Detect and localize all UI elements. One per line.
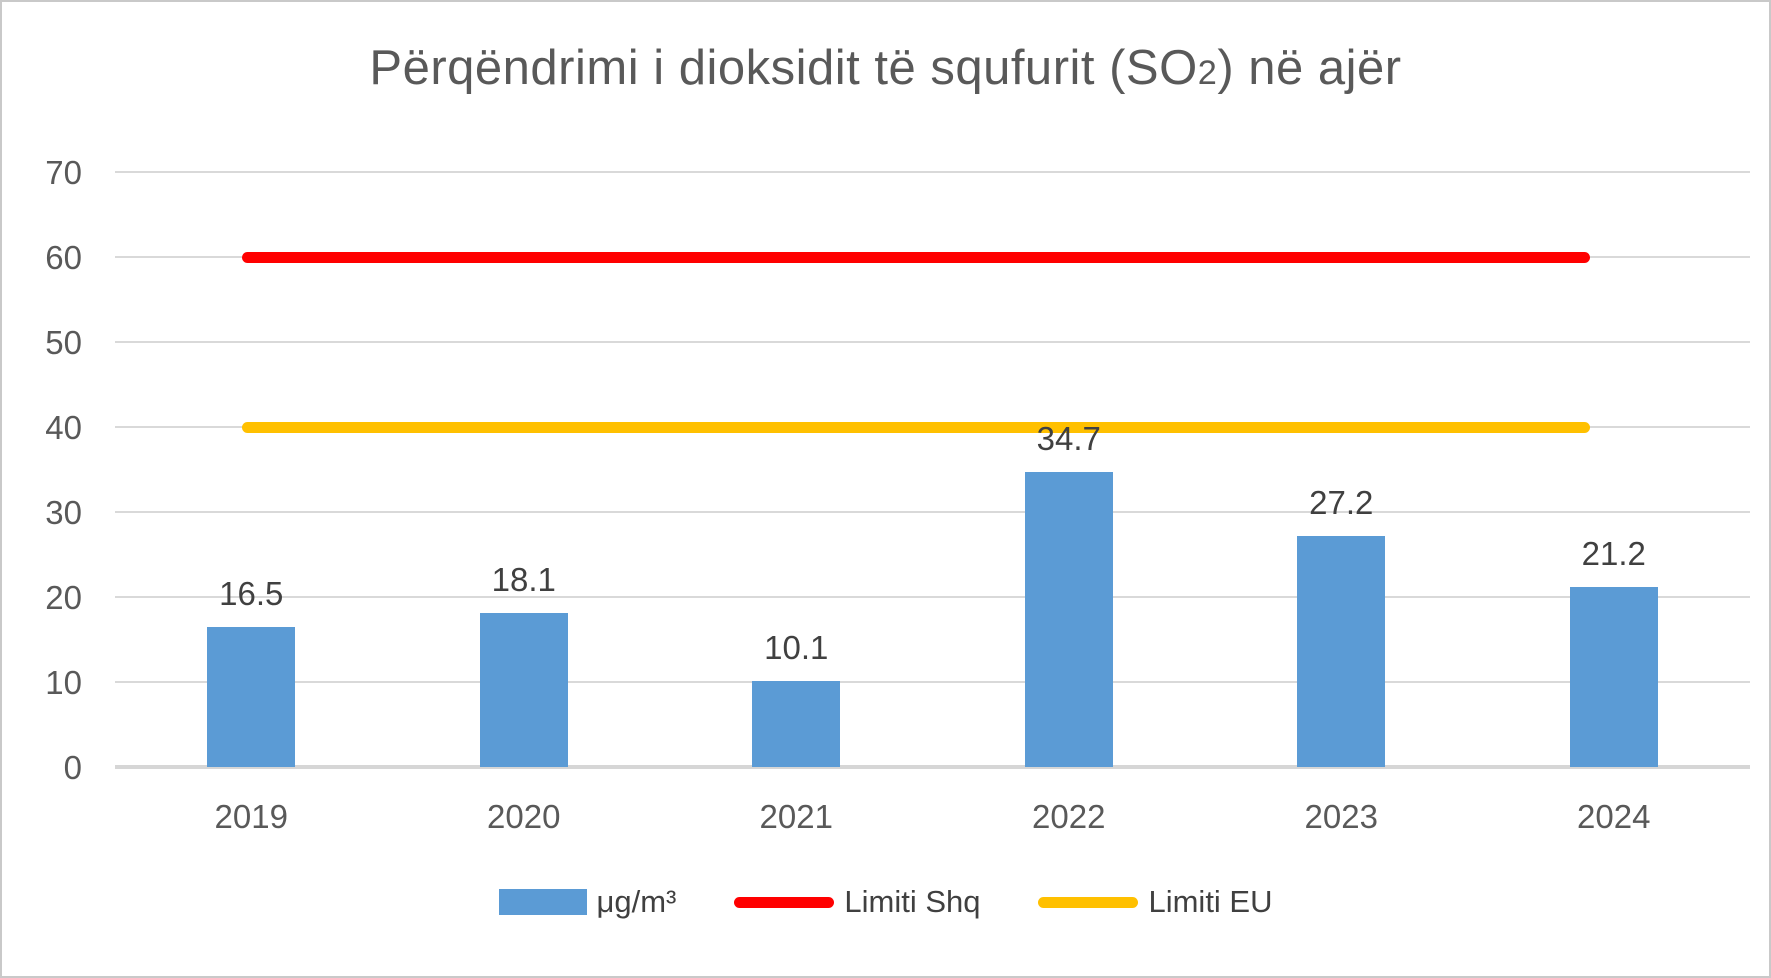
legend-item-ugm3: μg/m³ xyxy=(498,884,677,920)
gridline xyxy=(115,596,1750,598)
x-axis-tick-label: 2021 xyxy=(759,798,833,835)
legend-label-limiti-shq: Limiti Shq xyxy=(844,884,981,919)
bar-value-label: 18.1 xyxy=(491,561,556,599)
chart-title-suffix: ) në ajër xyxy=(1217,41,1402,95)
bar-2019 xyxy=(207,626,296,767)
y-axis-tick-label: 50 xyxy=(45,324,82,361)
chart-title: Përqëndrimi i dioksidit të squfurit (SO2… xyxy=(2,40,1769,96)
gridline xyxy=(115,341,1750,343)
x-axis-line xyxy=(115,765,1750,769)
bar-2020 xyxy=(479,613,568,767)
bar-value-label: 21.2 xyxy=(1581,534,1646,572)
gridline xyxy=(115,171,1750,173)
bar-2024 xyxy=(1569,586,1658,767)
legend-item-limiti-shq: Limiti Shq xyxy=(734,884,980,920)
bar-value-label: 10.1 xyxy=(764,629,829,667)
bar-2021 xyxy=(752,681,841,767)
chart-title-subscript: 2 xyxy=(1197,54,1218,92)
chart-title-prefix: Përqëndrimi i dioksidit të squfurit (SO xyxy=(369,41,1198,95)
legend-bar-swatch-icon xyxy=(498,889,587,915)
bar-2023 xyxy=(1297,535,1386,767)
legend: μg/m³ Limiti Shq Limiti EU xyxy=(2,884,1769,920)
bar-value-label: 16.5 xyxy=(219,574,284,612)
y-axis-tick-label: 30 xyxy=(45,494,82,531)
limit-line-limiti-eu xyxy=(242,421,1590,433)
y-axis-tick-label: 70 xyxy=(45,154,82,191)
x-axis-tick-label: 2023 xyxy=(1304,798,1378,835)
bar-2022 xyxy=(1024,472,1113,767)
legend-line-swatch-yellow-icon xyxy=(1038,896,1139,908)
y-axis-tick-label: 10 xyxy=(45,664,82,701)
limit-line-limiti-shq xyxy=(242,251,1590,263)
legend-label-limiti-eu: Limiti EU xyxy=(1148,884,1273,919)
legend-line-swatch-red-icon xyxy=(734,896,835,908)
gridline xyxy=(115,511,1750,513)
legend-label-ugm3: μg/m³ xyxy=(596,884,677,919)
x-axis-tick-label: 2020 xyxy=(487,798,561,835)
x-axis-tick-label: 2022 xyxy=(1032,798,1106,835)
legend-item-limiti-eu: Limiti EU xyxy=(1038,884,1273,920)
y-axis-tick-label: 0 xyxy=(63,749,82,786)
y-axis-tick-label: 40 xyxy=(45,409,82,446)
gridline xyxy=(115,681,1750,683)
y-axis-tick-label: 20 xyxy=(45,579,82,616)
y-axis-tick-label: 60 xyxy=(45,239,82,276)
bar-value-label: 34.7 xyxy=(1036,420,1101,458)
x-axis-tick-label: 2024 xyxy=(1577,798,1651,835)
x-axis-tick-label: 2019 xyxy=(214,798,288,835)
bar-value-label: 27.2 xyxy=(1309,483,1374,521)
